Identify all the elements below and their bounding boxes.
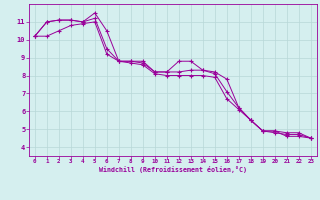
X-axis label: Windchill (Refroidissement éolien,°C): Windchill (Refroidissement éolien,°C) bbox=[99, 166, 247, 173]
